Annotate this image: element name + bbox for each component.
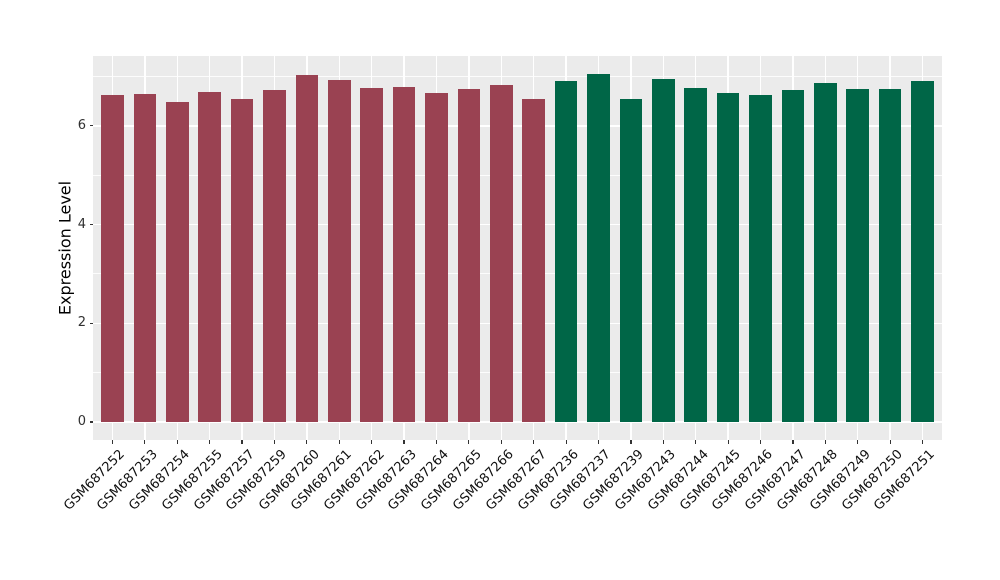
x-tick-mark bbox=[857, 440, 859, 444]
x-tick-label: GSM687257 bbox=[191, 447, 258, 514]
x-tick-mark bbox=[403, 440, 405, 444]
x-tick-label: GSM687251 bbox=[871, 447, 939, 514]
bar-GSM687255 bbox=[198, 92, 221, 422]
x-tick-mark bbox=[209, 440, 211, 444]
minor-gridline bbox=[93, 76, 942, 78]
bar-GSM687236 bbox=[554, 81, 578, 422]
bar-GSM687249 bbox=[846, 88, 870, 422]
bar-GSM687246 bbox=[749, 95, 772, 422]
minor-gridline bbox=[93, 174, 942, 176]
x-tick-mark bbox=[889, 440, 891, 444]
major-gridline bbox=[93, 223, 942, 226]
x-tick-label: GSM687252 bbox=[61, 447, 129, 514]
y-tick-label: 6 bbox=[77, 117, 86, 133]
plot-panel bbox=[93, 56, 942, 440]
x-tick-label: GSM687247 bbox=[741, 447, 809, 514]
x-tick-mark bbox=[662, 440, 664, 444]
x-tick-label: GSM687239 bbox=[579, 447, 647, 514]
x-tick-mark bbox=[500, 440, 502, 444]
x-tick-mark bbox=[921, 440, 924, 444]
y-axis-title: Expression Level bbox=[55, 180, 75, 316]
bar-GSM687248 bbox=[814, 83, 837, 422]
bar-GSM687254 bbox=[165, 101, 189, 422]
x-tick-mark bbox=[533, 440, 535, 444]
bar-GSM687239 bbox=[619, 98, 643, 422]
x-tick-label: GSM687245 bbox=[677, 447, 744, 514]
x-tick-label: GSM687262 bbox=[320, 447, 388, 514]
x-tick-mark bbox=[792, 440, 794, 444]
bar-GSM687265 bbox=[457, 89, 481, 422]
minor-gridline bbox=[93, 273, 942, 275]
x-tick-mark bbox=[695, 440, 697, 444]
x-tick-label: GSM687246 bbox=[709, 447, 777, 514]
x-tick-mark bbox=[435, 440, 438, 444]
bar-GSM687245 bbox=[716, 92, 740, 422]
x-tick-label: GSM687253 bbox=[93, 447, 161, 514]
x-tick-mark bbox=[759, 440, 762, 444]
bar-GSM687252 bbox=[101, 95, 124, 422]
x-tick-label: GSM687255 bbox=[158, 447, 226, 514]
x-tick-mark bbox=[273, 440, 276, 444]
x-tick-mark bbox=[824, 440, 826, 444]
bar-GSM687263 bbox=[392, 86, 416, 422]
x-tick-mark bbox=[371, 440, 373, 444]
bar-GSM687237 bbox=[587, 73, 610, 422]
x-tick-label: GSM687254 bbox=[126, 447, 193, 514]
bar-GSM687253 bbox=[133, 93, 157, 422]
bar-GSM687250 bbox=[878, 89, 902, 422]
bar-GSM687261 bbox=[327, 80, 351, 422]
x-tick-label: GSM687237 bbox=[547, 447, 615, 514]
major-gridline bbox=[93, 421, 942, 423]
x-tick-label: GSM687244 bbox=[644, 447, 712, 514]
bar-GSM687247 bbox=[781, 89, 805, 422]
x-tick-mark bbox=[597, 440, 600, 444]
bar-GSM687257 bbox=[230, 98, 254, 422]
y-tick-label: 0 bbox=[77, 414, 86, 429]
x-tick-mark bbox=[727, 440, 729, 444]
x-tick-label: GSM687236 bbox=[515, 447, 582, 514]
x-tick-mark bbox=[144, 440, 146, 444]
x-tick-label: GSM687259 bbox=[223, 447, 291, 514]
x-tick-mark bbox=[630, 440, 632, 444]
x-tick-label: GSM687249 bbox=[806, 447, 874, 514]
x-tick-label: GSM687263 bbox=[353, 447, 420, 514]
bar-GSM687260 bbox=[295, 74, 319, 422]
bar-GSM687266 bbox=[489, 85, 513, 422]
x-tick-mark bbox=[565, 440, 567, 444]
x-tick-mark bbox=[306, 440, 308, 444]
x-tick-mark bbox=[468, 440, 470, 444]
x-tick-label: GSM687250 bbox=[839, 447, 906, 514]
x-tick-label: GSM687260 bbox=[255, 447, 323, 514]
bar-GSM687259 bbox=[263, 90, 286, 422]
minor-gridline bbox=[93, 372, 942, 374]
x-tick-label: GSM687265 bbox=[417, 447, 485, 514]
x-tick-mark bbox=[111, 440, 114, 444]
bar-GSM687267 bbox=[522, 99, 546, 422]
major-gridline bbox=[93, 322, 942, 325]
x-tick-label: GSM687243 bbox=[612, 447, 679, 514]
major-gridline bbox=[93, 125, 942, 127]
bar-GSM687251 bbox=[911, 80, 934, 422]
x-tick-label: GSM687248 bbox=[774, 447, 841, 514]
x-tick-mark bbox=[338, 440, 340, 444]
x-tick-label: GSM687266 bbox=[450, 447, 517, 514]
y-tick-label: 2 bbox=[77, 315, 86, 331]
x-tick-mark bbox=[176, 440, 178, 444]
bar-GSM687244 bbox=[684, 87, 708, 422]
x-tick-mark bbox=[241, 440, 243, 444]
x-tick-label: GSM687267 bbox=[482, 447, 550, 514]
bar-GSM687243 bbox=[651, 78, 675, 422]
bar-GSM687264 bbox=[425, 93, 448, 422]
x-tick-label: GSM687261 bbox=[288, 447, 355, 514]
bar-GSM687262 bbox=[360, 88, 383, 422]
x-tick-label: GSM687264 bbox=[385, 447, 453, 514]
